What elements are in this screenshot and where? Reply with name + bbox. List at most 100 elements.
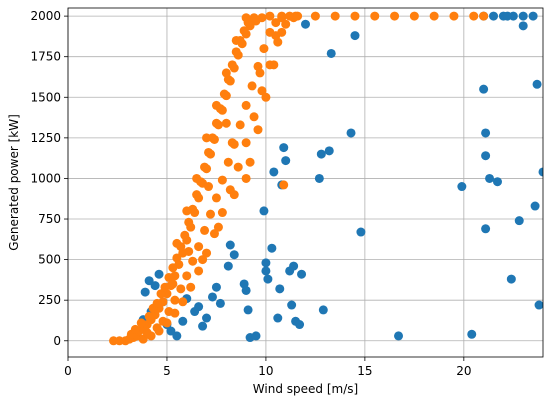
scatter-point bbox=[223, 157, 233, 167]
scatter-point bbox=[241, 100, 251, 110]
x-tick-labels: 0 5 10 15 20 bbox=[64, 364, 471, 378]
scatter-point bbox=[479, 84, 489, 94]
scatter-point bbox=[492, 177, 502, 187]
scatter-point bbox=[287, 300, 297, 310]
scatter-point bbox=[261, 92, 271, 102]
scatter-point bbox=[346, 128, 356, 138]
scatter-point bbox=[176, 284, 186, 294]
scatter-point bbox=[172, 253, 182, 263]
tick-marks bbox=[64, 15, 465, 361]
scatter-point bbox=[314, 173, 324, 183]
scatter-point bbox=[215, 298, 225, 308]
scatter-point bbox=[162, 318, 172, 328]
scatter-point bbox=[186, 282, 196, 292]
scatter-point bbox=[330, 11, 340, 21]
scatter-point bbox=[457, 182, 467, 192]
scatter-point bbox=[255, 68, 265, 78]
y-tick-label: 2000 bbox=[30, 9, 61, 23]
scatter-point bbox=[429, 11, 439, 21]
scatter-point bbox=[370, 11, 380, 21]
scatter-point bbox=[202, 133, 212, 143]
scatter-point bbox=[206, 209, 215, 219]
x-tick-label: 10 bbox=[258, 364, 273, 378]
scatter-point bbox=[259, 44, 269, 54]
scatter-point bbox=[192, 190, 202, 200]
scatter-point bbox=[259, 206, 269, 216]
scatter-point bbox=[160, 282, 170, 292]
y-tick-labels: 0 250 500 750 1000 1250 1500 1750 2000 bbox=[30, 9, 61, 348]
scatter-point bbox=[271, 18, 281, 28]
scatter-point bbox=[293, 11, 303, 21]
scatter-point bbox=[170, 295, 180, 305]
y-tick-label: 750 bbox=[38, 212, 61, 226]
y-tick-label: 1000 bbox=[30, 171, 61, 185]
scatter-point bbox=[350, 31, 360, 41]
x-tick-label: 0 bbox=[64, 364, 72, 378]
scatter-point bbox=[200, 225, 210, 235]
scatter-point bbox=[164, 272, 174, 282]
scatter-point bbox=[277, 13, 287, 23]
scatter-point bbox=[275, 284, 285, 294]
scatter-point bbox=[156, 289, 166, 299]
scatter-point bbox=[253, 125, 263, 135]
y-tick-label: 500 bbox=[38, 253, 61, 267]
scatter-point bbox=[249, 13, 259, 23]
scatter-point bbox=[449, 11, 459, 21]
scatter-point bbox=[518, 21, 528, 31]
scatter-point bbox=[227, 60, 237, 70]
scatter-point bbox=[324, 146, 334, 156]
scatter-point bbox=[285, 11, 295, 21]
scatter-point bbox=[221, 68, 231, 78]
scatter-point bbox=[265, 11, 275, 21]
series-0-points bbox=[138, 11, 543, 343]
scatter-point bbox=[502, 11, 512, 21]
x-tick-label: 15 bbox=[357, 364, 372, 378]
scatter-point bbox=[518, 11, 528, 21]
scatter-point bbox=[204, 147, 214, 157]
scatter-point bbox=[140, 287, 150, 297]
scatter-point bbox=[229, 190, 239, 200]
scatter-point bbox=[257, 86, 267, 96]
data-points bbox=[109, 11, 543, 346]
scatter-point bbox=[213, 222, 223, 232]
scatter-point bbox=[241, 173, 251, 183]
scatter-point bbox=[261, 258, 271, 268]
scatter-point bbox=[241, 13, 251, 23]
scatter-point bbox=[219, 89, 229, 99]
scatter-point bbox=[211, 118, 221, 128]
scatter-point bbox=[200, 162, 210, 172]
scatter-point bbox=[194, 266, 204, 276]
x-tick-label: 20 bbox=[456, 364, 471, 378]
scatter-point bbox=[514, 216, 524, 226]
scatter-point bbox=[150, 281, 160, 291]
scatter-point bbox=[297, 269, 307, 279]
scatter-point bbox=[154, 326, 164, 336]
scatter-point bbox=[144, 276, 154, 286]
scatter-point bbox=[211, 193, 221, 203]
grid-lines bbox=[67, 8, 543, 357]
scatter-point bbox=[394, 331, 404, 341]
scatter-point bbox=[172, 331, 182, 341]
scatter-point bbox=[211, 282, 221, 292]
y-tick-label: 1750 bbox=[30, 50, 61, 64]
y-tick-label: 1250 bbox=[30, 131, 61, 145]
scatter-point bbox=[409, 11, 419, 21]
scatter-point bbox=[233, 162, 243, 172]
scatter-point bbox=[178, 297, 188, 307]
scatter-point bbox=[241, 285, 251, 295]
scatter-point bbox=[142, 328, 152, 338]
scatter-point bbox=[209, 229, 219, 239]
scatter-point bbox=[198, 321, 208, 331]
scatter-point bbox=[194, 242, 204, 252]
x-axis-label: Wind speed [m/s] bbox=[253, 382, 358, 396]
scatter-point bbox=[295, 320, 305, 330]
scatter-point bbox=[530, 201, 540, 211]
scatter-point bbox=[152, 298, 162, 308]
scatter-point bbox=[227, 138, 237, 148]
scatter-point bbox=[316, 149, 326, 159]
scatter-point bbox=[485, 173, 495, 183]
scatter-point bbox=[249, 112, 259, 122]
scatter-point bbox=[182, 206, 192, 216]
scatter-point bbox=[281, 156, 291, 166]
scatter-point bbox=[217, 175, 227, 185]
